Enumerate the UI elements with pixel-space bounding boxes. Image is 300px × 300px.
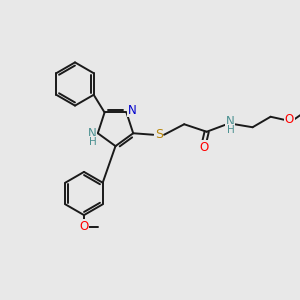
Text: H: H <box>88 136 96 147</box>
Text: O: O <box>285 113 294 126</box>
Text: O: O <box>200 141 209 154</box>
Text: N: N <box>88 127 97 140</box>
Text: N: N <box>226 115 235 128</box>
Text: H: H <box>226 124 234 135</box>
Text: O: O <box>80 220 88 233</box>
Text: S: S <box>155 128 163 141</box>
Text: N: N <box>128 103 137 117</box>
